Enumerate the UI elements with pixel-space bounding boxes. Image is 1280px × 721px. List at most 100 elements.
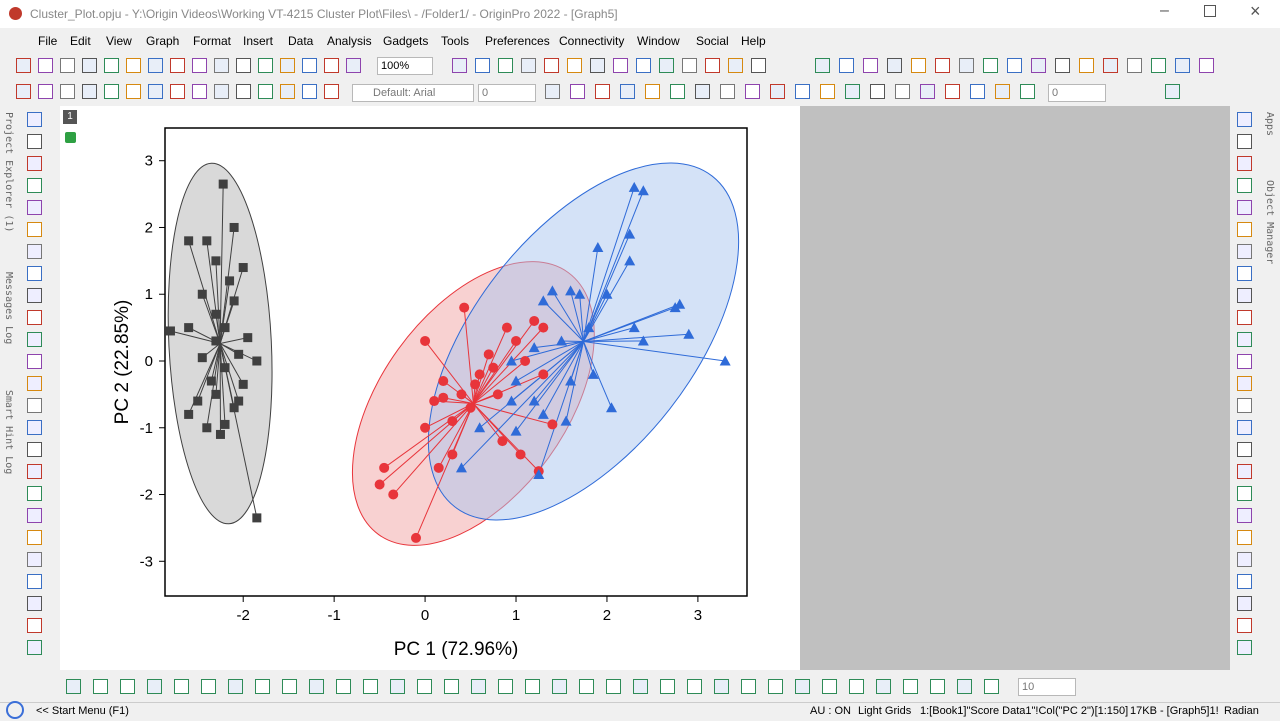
toolbar-button[interactable]: [214, 58, 229, 73]
toolbar-button[interactable]: [1007, 58, 1022, 73]
menu-item[interactable]: Analysis: [327, 34, 372, 48]
toolbar-button[interactable]: [82, 58, 97, 73]
toolbar-button[interactable]: [60, 58, 75, 73]
tool-button[interactable]: [1237, 332, 1252, 347]
tool-button[interactable]: [1237, 464, 1252, 479]
tool-button[interactable]: [27, 222, 42, 237]
tool-button[interactable]: [1237, 376, 1252, 391]
tool-button[interactable]: [27, 442, 42, 457]
toolbar-button[interactable]: [695, 84, 710, 99]
start-icon[interactable]: [6, 701, 24, 719]
toolbar-button[interactable]: [820, 84, 835, 99]
toolbar-button[interactable]: [1103, 58, 1118, 73]
tool-button[interactable]: [27, 596, 42, 611]
toolbar-button[interactable]: [613, 58, 628, 73]
toolbar-button[interactable]: [236, 84, 251, 99]
toolbar-button[interactable]: [870, 84, 885, 99]
toolbar-button[interactable]: [390, 679, 405, 694]
side-panel-tab[interactable]: Object Manager: [1264, 180, 1275, 264]
toolbar-button[interactable]: [148, 84, 163, 99]
toolbar-button[interactable]: [887, 58, 902, 73]
toolbar-button[interactable]: [957, 679, 972, 694]
tool-button[interactable]: [1237, 574, 1252, 589]
toolbar-button[interactable]: [849, 679, 864, 694]
tool-button[interactable]: [27, 530, 42, 545]
line-width-box[interactable]: 0: [1048, 84, 1106, 102]
toolbar-button[interactable]: [728, 58, 743, 73]
toolbar-button[interactable]: [228, 679, 243, 694]
toolbar-button[interactable]: [567, 58, 582, 73]
toolbar-button[interactable]: [66, 679, 81, 694]
toolbar-button[interactable]: [845, 84, 860, 99]
toolbar-button[interactable]: [705, 58, 720, 73]
toolbar-button[interactable]: [1031, 58, 1046, 73]
toolbar-button[interactable]: [120, 679, 135, 694]
side-panel-tab[interactable]: Project Explorer (1): [3, 112, 14, 232]
toolbar-button[interactable]: [258, 58, 273, 73]
toolbar-button[interactable]: [660, 679, 675, 694]
menu-item[interactable]: Help: [741, 34, 766, 48]
tool-button[interactable]: [27, 398, 42, 413]
toolbar-button[interactable]: [236, 58, 251, 73]
toolbar-button[interactable]: [552, 679, 567, 694]
toolbar-button[interactable]: [192, 84, 207, 99]
toolbar-button[interactable]: [498, 679, 513, 694]
minimize[interactable]: –: [1160, 2, 1169, 20]
toolbar-button[interactable]: [309, 679, 324, 694]
tool-button[interactable]: [1237, 398, 1252, 413]
zoom-box[interactable]: 100%: [377, 57, 433, 75]
side-panel-tab[interactable]: Messages Log: [3, 272, 14, 344]
toolbar-button[interactable]: [1151, 58, 1166, 73]
tool-button[interactable]: [1237, 266, 1252, 281]
tool-button[interactable]: [1237, 640, 1252, 655]
toolbar-button[interactable]: [498, 58, 513, 73]
tool-button[interactable]: [1237, 156, 1252, 171]
toolbar-button[interactable]: [1079, 58, 1094, 73]
menu-item[interactable]: Graph: [146, 34, 179, 48]
toolbar-button[interactable]: [324, 58, 339, 73]
toolbar-button[interactable]: [475, 58, 490, 73]
tool-button[interactable]: [27, 200, 42, 215]
tool-button[interactable]: [27, 288, 42, 303]
tool-button[interactable]: [27, 552, 42, 567]
toolbar-button[interactable]: [280, 84, 295, 99]
font-box[interactable]: Default: Arial: [352, 84, 474, 102]
toolbar-button[interactable]: [1165, 84, 1180, 99]
toolbar-button[interactable]: [1199, 58, 1214, 73]
toolbar-button[interactable]: [147, 679, 162, 694]
toolbar-button[interactable]: [1175, 58, 1190, 73]
tool-button[interactable]: [1237, 310, 1252, 325]
tool-button[interactable]: [1237, 486, 1252, 501]
tool-button[interactable]: [1237, 244, 1252, 259]
menu-item[interactable]: Tools: [441, 34, 469, 48]
toolbar-button[interactable]: [895, 84, 910, 99]
maximize[interactable]: [1204, 5, 1216, 17]
toolbar-button[interactable]: [148, 58, 163, 73]
toolbar-button[interactable]: [1055, 58, 1070, 73]
tool-button[interactable]: [27, 156, 42, 171]
toolbar-button[interactable]: [670, 84, 685, 99]
toolbar-button[interactable]: [815, 58, 830, 73]
tool-button[interactable]: [1237, 222, 1252, 237]
side-panel-tab[interactable]: Smart Hint Log: [3, 390, 14, 474]
toolbar-button[interactable]: [214, 84, 229, 99]
menu-item[interactable]: Edit: [70, 34, 91, 48]
toolbar-button[interactable]: [192, 58, 207, 73]
toolbar-button[interactable]: [336, 679, 351, 694]
toolbar-button[interactable]: [363, 679, 378, 694]
toolbar-button[interactable]: [920, 84, 935, 99]
toolbar-button[interactable]: [174, 679, 189, 694]
tool-button[interactable]: [27, 508, 42, 523]
toolbar-button[interactable]: [346, 58, 361, 73]
tool-button[interactable]: [1237, 618, 1252, 633]
menu-item[interactable]: Window: [637, 34, 680, 48]
toolbar-button[interactable]: [970, 84, 985, 99]
toolbar-button[interactable]: [126, 84, 141, 99]
toolbar-button[interactable]: [620, 84, 635, 99]
toolbar-button[interactable]: [170, 84, 185, 99]
toolbar-button[interactable]: [104, 58, 119, 73]
toolbar-button[interactable]: [525, 679, 540, 694]
toolbar-button[interactable]: [82, 84, 97, 99]
toolbar-button[interactable]: [302, 58, 317, 73]
toolbar-button[interactable]: [682, 58, 697, 73]
